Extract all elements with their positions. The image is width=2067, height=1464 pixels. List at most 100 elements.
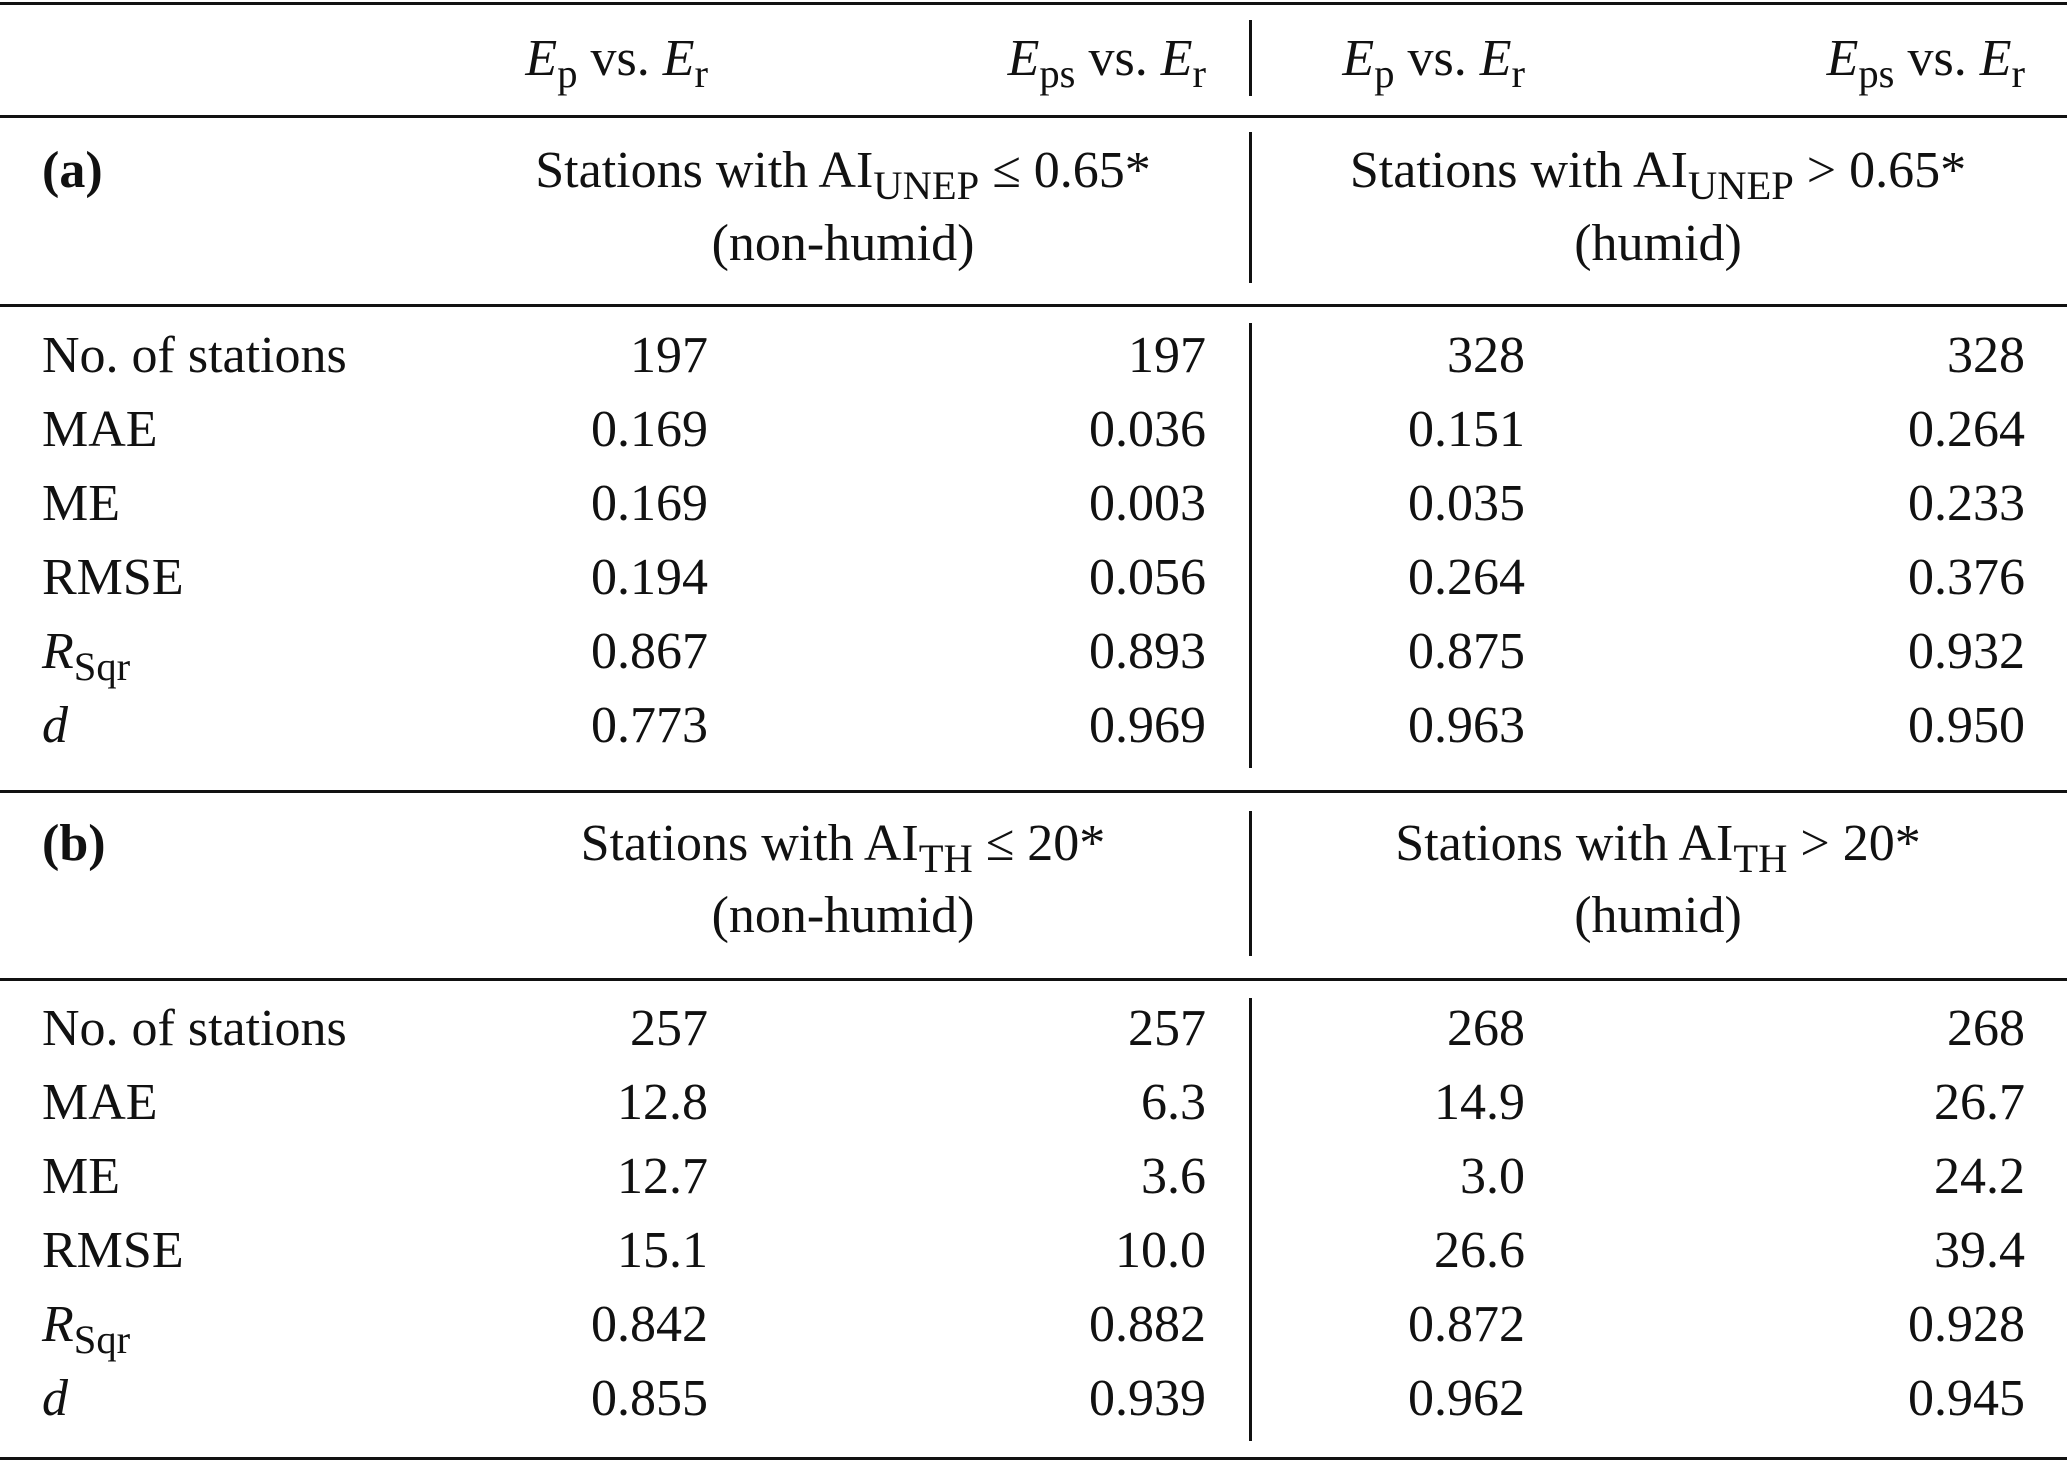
value-cell: 10.0 <box>1115 1219 1206 1283</box>
group-note: (humid) <box>1058 884 2067 948</box>
text: vs. <box>1088 30 1148 87</box>
value: 0.950 <box>1908 697 2025 754</box>
value-cell: 257 <box>630 997 708 1061</box>
row-label: d <box>42 694 68 758</box>
value-cell: 0.950 <box>1908 694 2025 758</box>
rule <box>0 2 2067 5</box>
value-cell: 0.928 <box>1908 1293 2025 1357</box>
text: ≤ 20* <box>985 815 1106 872</box>
value: 0.003 <box>1089 475 1206 532</box>
value: 257 <box>1128 1000 1206 1057</box>
column-divider <box>1249 998 1252 1441</box>
value: 257 <box>630 1000 708 1057</box>
value-cell: 0.036 <box>1089 398 1206 462</box>
subscript: r <box>1511 51 1525 97</box>
row-label-text: R <box>42 623 74 680</box>
value: 0.945 <box>1908 1370 2025 1427</box>
value-cell: 0.842 <box>591 1293 708 1357</box>
value: 197 <box>1128 327 1206 384</box>
value: 0.939 <box>1089 1370 1206 1427</box>
rule <box>0 790 2067 793</box>
subscript: r <box>2011 51 2025 97</box>
subscript: ps <box>1039 51 1076 97</box>
value: 0.056 <box>1089 549 1206 606</box>
text: (non-humid) <box>711 215 975 272</box>
value: 328 <box>1947 327 2025 384</box>
value: 0.867 <box>591 623 708 680</box>
text: (humid) <box>1574 887 1742 944</box>
value: 26.7 <box>1934 1074 2025 1131</box>
row-label-text: MAE <box>42 401 158 458</box>
text: Stations with AI <box>1395 815 1734 872</box>
column-divider <box>1249 20 1252 96</box>
value-cell: 26.6 <box>1434 1219 1525 1283</box>
value-cell: 3.6 <box>1141 1145 1206 1209</box>
value-cell: 0.056 <box>1089 546 1206 610</box>
subscript: Sqr <box>73 1317 131 1363</box>
value-cell: 197 <box>1128 324 1206 388</box>
value-cell: 0.872 <box>1408 1293 1525 1357</box>
subscript: r <box>694 51 708 97</box>
value-cell: 0.376 <box>1908 546 2025 610</box>
value-cell: 0.264 <box>1408 546 1525 610</box>
group-title: Stations with AIUNEP ≤ 0.65* <box>243 139 1443 208</box>
text: > 20* <box>1800 815 1921 872</box>
subscript: ps <box>1858 51 1895 97</box>
value-cell: 0.963 <box>1408 694 1525 758</box>
row-label: RMSE <box>42 546 184 610</box>
variable: E <box>1979 30 2012 87</box>
value: 0.928 <box>1908 1296 2025 1353</box>
group-title: Stations with AITH > 20* <box>1058 812 2067 881</box>
value-cell: 39.4 <box>1934 1219 2025 1283</box>
value: 0.842 <box>591 1296 708 1353</box>
value: 0.872 <box>1408 1296 1525 1353</box>
value-cell: 26.7 <box>1934 1071 2025 1135</box>
value-cell: 0.893 <box>1089 620 1206 684</box>
value-cell: 0.855 <box>591 1367 708 1431</box>
row-label-text: d <box>42 697 68 754</box>
rule <box>0 1457 2067 1460</box>
value-cell: 0.875 <box>1408 620 1525 684</box>
text: Stations with AI <box>1349 142 1688 199</box>
row-label: ME <box>42 472 120 536</box>
row-label-text: R <box>42 1296 74 1353</box>
value: 6.3 <box>1141 1074 1206 1131</box>
column-divider <box>1249 811 1252 956</box>
variable: E <box>1479 30 1512 87</box>
value: 26.6 <box>1434 1222 1525 1279</box>
value-cell: 15.1 <box>617 1219 708 1283</box>
row-label: MAE <box>42 398 158 462</box>
value: 14.9 <box>1434 1074 1525 1131</box>
header-cell: Eps vs. Er <box>1008 27 1206 96</box>
value-cell: 0.962 <box>1408 1367 1525 1431</box>
value: 268 <box>1447 1000 1525 1057</box>
text: vs. <box>590 30 650 87</box>
value-cell: 328 <box>1447 324 1525 388</box>
row-label: RSqr <box>42 620 130 689</box>
group-title: Stations with AITH ≤ 20* <box>243 812 1443 881</box>
text: vs. <box>1407 30 1467 87</box>
value-cell: 268 <box>1447 997 1525 1061</box>
value-cell: 0.169 <box>591 398 708 462</box>
value: 0.264 <box>1408 549 1525 606</box>
section-label-text: (b) <box>42 815 106 872</box>
value-cell: 0.945 <box>1908 1367 2025 1431</box>
value-cell: 0.882 <box>1089 1293 1206 1357</box>
variable: E <box>1160 30 1193 87</box>
section-label: (a) <box>42 139 103 203</box>
text: ≤ 0.65* <box>992 142 1151 199</box>
value-cell: 0.233 <box>1908 472 2025 536</box>
subscript: UNEP <box>873 163 980 209</box>
value: 328 <box>1447 327 1525 384</box>
value-cell: 6.3 <box>1141 1071 1206 1135</box>
subscript: TH <box>1733 836 1788 882</box>
row-label-text: No. of stations <box>42 327 347 384</box>
value-cell: 197 <box>630 324 708 388</box>
text: (non-humid) <box>711 887 975 944</box>
value: 0.036 <box>1089 401 1206 458</box>
group-title: Stations with AIUNEP > 0.65* <box>1058 139 2067 208</box>
variable: E <box>1342 30 1375 87</box>
value-cell: 0.932 <box>1908 620 2025 684</box>
row-label: ME <box>42 1145 120 1209</box>
